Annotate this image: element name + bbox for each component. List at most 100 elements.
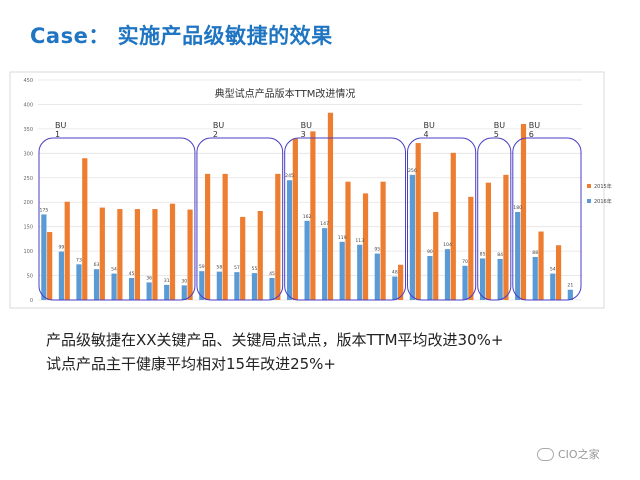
bar-2016 xyxy=(269,278,275,300)
bu-group-outline xyxy=(284,137,407,301)
chart-container: 典型试点产品版本TTM改进情况 0 50 100 150 200 250 300 350 400… xyxy=(0,70,640,310)
data-label: 113 xyxy=(355,238,364,244)
bu-group-outline xyxy=(512,137,582,301)
y-tick-label: 150 xyxy=(23,225,33,231)
y-tick-label: 450 xyxy=(23,78,33,84)
data-label: 245 xyxy=(285,173,294,179)
bar-2015 xyxy=(362,193,369,300)
bar-2016 xyxy=(251,273,258,300)
legend-label: 2016年 xyxy=(594,198,612,205)
bar-2015 xyxy=(117,209,123,300)
bar-2016 xyxy=(181,285,187,300)
y-tick-label: 0 xyxy=(30,298,33,304)
data-label: 147 xyxy=(320,221,329,227)
bar-2015 xyxy=(187,209,193,300)
data-label: 84 xyxy=(497,252,503,258)
ttm-bar-chart: 典型试点产品版本TTM改进情况 0 50 100 150 200 250 300 350 400… xyxy=(9,71,612,309)
bu-group-outline xyxy=(407,137,477,301)
bar-2016 xyxy=(339,241,345,300)
y-tick-label: 350 xyxy=(23,127,33,133)
legend-swatch xyxy=(587,184,591,188)
caption-line-1: 产品级敏捷在XX关键产品、关键局点试点，版本TTM平均改进30%+ xyxy=(46,331,504,349)
y-tick-label: 100 xyxy=(23,249,33,255)
data-label: 48 xyxy=(392,270,398,276)
data-label: 58 xyxy=(216,265,222,271)
data-label: 99 xyxy=(58,245,64,251)
watermark-text: CIO之家 xyxy=(558,448,600,461)
bu-group-label: BU 3 xyxy=(301,121,312,139)
bu-group-label: BU 4 xyxy=(424,121,435,139)
data-label: 36 xyxy=(146,275,152,281)
bar-2015 xyxy=(275,173,281,300)
bar-2016 xyxy=(129,278,135,300)
data-label: 31 xyxy=(164,278,170,284)
bar-2015 xyxy=(82,158,88,300)
data-label: 30 xyxy=(181,278,187,284)
bu-group-outline xyxy=(196,137,284,301)
bar-2016 xyxy=(93,269,100,300)
bar-2016 xyxy=(304,220,310,300)
summary-caption: 产品级敏捷在XX关键产品、关键局点试点，版本TTM平均改进30%+ 试点产品主干… xyxy=(46,328,503,376)
data-label: 45 xyxy=(269,271,275,277)
bar-2015 xyxy=(47,232,53,300)
bar-2015 xyxy=(555,245,562,300)
bar-2016 xyxy=(479,258,486,300)
data-label: 63 xyxy=(94,262,100,268)
bu-group-outline xyxy=(477,137,512,301)
data-label: 45 xyxy=(129,271,135,277)
bar-2015 xyxy=(222,173,228,300)
data-label: 21 xyxy=(567,283,573,289)
data-label: 256 xyxy=(408,168,417,174)
data-label: 57 xyxy=(234,265,240,271)
legend-swatch xyxy=(587,199,591,203)
bar-2016 xyxy=(462,265,468,300)
bar-2016 xyxy=(58,251,65,300)
bar-2016 xyxy=(357,244,363,300)
bar-2016 xyxy=(374,253,380,300)
bar-2015 xyxy=(240,216,246,300)
caption-line-2: 试点产品主干健康平均相对15年改进25%+ xyxy=(46,355,336,373)
bar-2016 xyxy=(41,214,47,300)
bar-2016 xyxy=(322,228,328,300)
data-label: 95 xyxy=(374,247,380,253)
data-label: 54 xyxy=(111,267,117,273)
bar-2015 xyxy=(64,201,70,300)
data-label: 54 xyxy=(550,267,556,273)
bu-group-label: BU 1 xyxy=(55,121,66,139)
bar-2015 xyxy=(503,174,509,300)
bu-group-outline xyxy=(38,137,196,301)
legend-label: 2015年 xyxy=(594,183,612,190)
bar-2015 xyxy=(292,138,298,300)
bar-2015 xyxy=(468,196,474,300)
data-label: 180 xyxy=(513,205,522,211)
bar-2016 xyxy=(164,284,170,300)
bar-2015 xyxy=(415,143,421,300)
bar-2015 xyxy=(169,203,176,300)
y-tick-label: 250 xyxy=(23,176,33,182)
wechat-icon xyxy=(537,447,554,461)
bar-2015 xyxy=(433,212,439,300)
bar-2016 xyxy=(286,180,293,300)
chart-frame xyxy=(9,71,605,309)
data-label: 175 xyxy=(39,207,48,213)
data-label: 162 xyxy=(303,214,312,220)
bar-2015 xyxy=(485,182,491,300)
data-label: 59 xyxy=(199,264,205,270)
bar-2016 xyxy=(427,256,433,300)
bar-2016 xyxy=(234,272,240,300)
bar-2015 xyxy=(99,207,105,300)
bar-2015 xyxy=(398,264,404,300)
bu-group-label: BU 6 xyxy=(529,121,540,139)
bar-2016 xyxy=(550,273,556,300)
data-label: 70 xyxy=(462,259,468,265)
bar-2016 xyxy=(497,258,503,300)
bar-2015 xyxy=(520,124,527,300)
bar-2016 xyxy=(146,282,152,300)
y-tick-label: 300 xyxy=(23,151,33,157)
data-label: 104 xyxy=(443,242,452,248)
bar-2015 xyxy=(134,209,141,300)
watermark: CIO之家 xyxy=(537,446,600,462)
data-label: 73 xyxy=(76,257,82,263)
bar-2016 xyxy=(392,276,398,300)
bar-2016 xyxy=(76,264,82,300)
